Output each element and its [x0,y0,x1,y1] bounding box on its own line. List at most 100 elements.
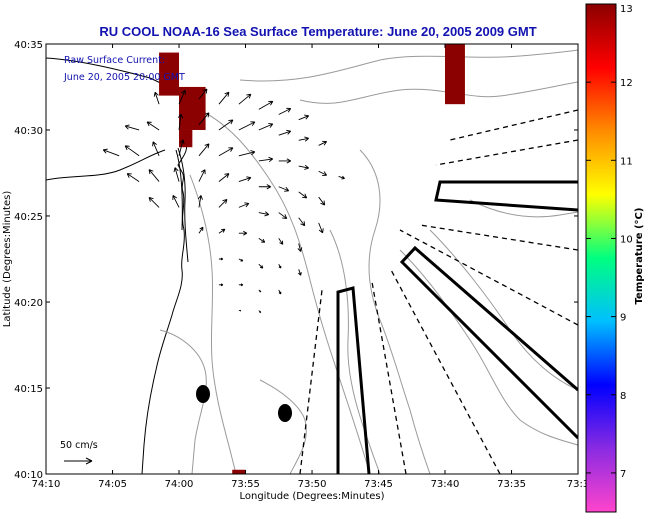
current-arrow-3 [218,91,230,105]
current-arrow-45 [258,211,270,217]
colorbar-tick-label: 12 [620,78,633,89]
current-arrow-51 [238,230,248,236]
current-arrow-7 [298,114,310,121]
colorbar-tick-label: 13 [620,4,633,15]
current-arrow-36 [258,184,272,190]
current-arrow-23 [218,147,234,157]
y-tick-label: 40:30 [14,126,43,137]
current-arrow-10 [177,113,184,131]
current-arrow-21 [178,139,185,156]
x-tick-label: 73:40 [431,479,460,490]
x-tick-label: 73:45 [364,479,393,490]
x-tick-label: 73:55 [231,479,260,490]
current-arrow-63 [278,289,282,295]
current-arrow-48 [318,222,324,234]
y-tick-label: 40:25 [14,212,43,223]
isobath [399,249,578,446]
western-shore [46,149,166,181]
current-arrow-37 [278,186,290,192]
dashed-line [389,267,501,474]
current-arrow-47 [298,217,306,227]
current-arrow-20 [152,141,160,156]
current-arrow-42 [197,195,203,208]
colorbar-tick-label: 11 [620,156,633,167]
isobath [239,49,578,82]
isobath [159,329,207,474]
current-arrow-28 [318,170,328,176]
current-arrow-27 [298,164,310,170]
isobath [469,199,578,218]
track-box [336,286,371,474]
dashed-sections [299,109,578,474]
sst-patch-4 [232,469,246,474]
current-vectors [102,88,345,314]
colorbar-tick-label: 9 [620,313,626,324]
sst-patch-2 [179,129,193,148]
current-arrow-56 [238,258,244,262]
current-arrow-4 [238,93,252,105]
track-box [399,245,578,440]
current-arrow-18 [102,148,120,157]
current-arrow-55 [218,257,224,261]
bathymetry-contours [46,49,578,474]
colorbar-tick-label: 7 [620,469,626,480]
current-arrow-19 [124,145,140,157]
x-tick-label: 73:50 [298,479,327,490]
current-arrow-58 [278,263,282,269]
current-arrow-14 [258,123,274,131]
current-arrow-1 [178,89,186,105]
current-arrow-38 [298,191,308,199]
current-arrow-17 [318,140,328,146]
current-arrow-31 [148,169,160,182]
isobath [189,174,237,474]
x-axis-label: Longitude (Degrees:Minutes) [239,491,384,502]
current-arrow-8 [124,124,140,131]
dashed-line [399,229,578,326]
current-arrow-30 [126,173,140,182]
current-arrow-62 [258,289,262,293]
current-arrow-9 [146,121,160,131]
annotation-line-2: June 20, 2005 20:00 GMT [63,72,185,83]
current-arrow-24 [238,150,256,157]
y-axis: 40:10 40:15 40:20 40:25 40:30 40:35 [14,40,578,481]
x-tick-label: 74:05 [98,479,127,490]
y-tick-label: 40:15 [14,384,43,395]
dashed-line [449,109,578,141]
current-arrow-35 [238,176,252,183]
plot-area [46,44,578,474]
current-arrow-22 [198,143,210,157]
x-tick-label: 73:3 [567,479,589,490]
dashed-line [435,139,578,166]
current-arrow-25 [258,156,274,163]
dashed-line [299,289,323,474]
isobath [359,149,431,474]
isobath [299,81,578,104]
current-arrow-15 [278,129,292,136]
sst-patch-3 [444,44,465,105]
annotation-line-1: Raw Surface Current: [64,55,165,66]
current-arrow-0 [153,91,160,105]
current-arrow-60 [218,283,224,287]
current-arrow-6 [278,107,292,115]
current-arrow-39 [318,196,326,206]
current-arrow-12 [218,119,234,131]
sst-layer [159,44,465,474]
current-arrow-33 [198,169,206,182]
current-arrow-13 [238,121,256,131]
chart-title: RU COOL NOAA-16 Sea Surface Temperature:… [99,24,536,39]
x-axis: 74:10 74:05 74:00 73:55 73:50 73:45 73:40 73:35… [32,44,589,490]
current-arrow-43 [218,198,228,208]
current-arrow-34 [218,173,230,182]
scale-arrow [64,457,93,465]
x-tick-label: 74:10 [32,479,61,490]
current-arrow-65 [258,310,262,314]
colorbar [585,3,617,513]
sst-patch-1 [179,86,206,130]
current-arrow-46 [278,212,288,219]
x-tick-label: 74:00 [165,479,194,490]
current-arrow-2 [198,88,208,100]
isobath [259,379,307,474]
colorbar-ticks: 7 8 9 10 11 12 13 [586,3,633,480]
y-tick-label: 40:20 [14,298,43,309]
